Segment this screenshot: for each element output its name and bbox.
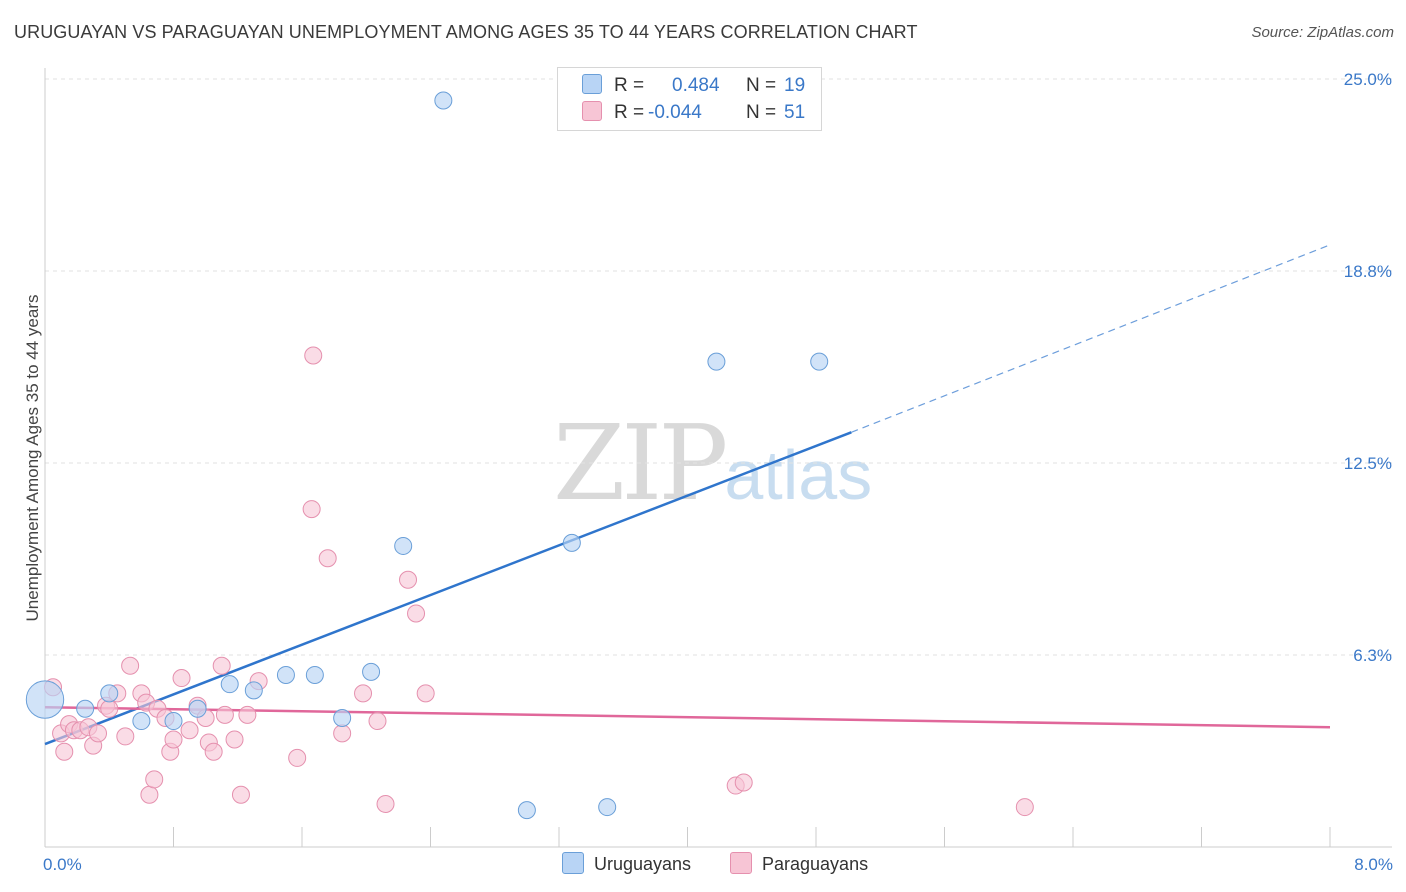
uruguayan-point	[188, 699, 207, 718]
legend-r-value: -0.044	[648, 102, 702, 123]
paraguayan-point	[318, 549, 337, 568]
uruguayan-point	[362, 662, 381, 681]
legend-n-value: 19	[784, 75, 806, 96]
legend-row-paraguayans: R = -0.044 N = 51	[582, 101, 805, 127]
uruguayan-point	[100, 684, 119, 703]
trend-lines	[44, 244, 1331, 746]
uruguayan-trend-extension	[851, 244, 1331, 433]
source-label: Source: ZipAtlas.com	[1251, 24, 1394, 41]
uruguayan-point	[244, 681, 263, 700]
uruguayan-point	[434, 91, 453, 110]
paraguayan-point	[231, 785, 250, 804]
paraguayan-point	[121, 656, 140, 675]
bottom-legend-label-paraguayans: Paraguayans	[762, 854, 869, 874]
paraguayan-point	[333, 724, 352, 743]
paraguayan-point	[212, 656, 231, 675]
legend-n-value: 51	[784, 102, 806, 123]
legend-row-uruguayans: R = 0.484 N = 19	[582, 74, 805, 100]
legend-r-value: 0.484	[672, 75, 720, 96]
paraguayan-point	[399, 570, 418, 589]
paraguayan-point	[376, 794, 395, 813]
legend-r-label: R =	[614, 75, 645, 96]
paraguayan-point	[407, 604, 426, 623]
uruguayan-point	[562, 533, 581, 552]
y-tick-label: 12.5%	[1344, 454, 1392, 473]
paraguayan-point	[354, 684, 373, 703]
bottom-legend-swatch-paraguayans	[730, 852, 752, 874]
paraguayan-point	[204, 742, 223, 761]
paraguayan-point	[140, 785, 159, 804]
paraguayan-point	[215, 705, 234, 724]
paraguayan-point	[734, 773, 753, 792]
legend-n-label: N =	[746, 102, 777, 123]
watermark-atlas: atlas	[724, 436, 873, 514]
uruguayan-point	[598, 798, 617, 817]
x-tick-label: 0.0%	[43, 855, 82, 874]
paraguayan-point	[55, 742, 74, 761]
y-axis-label: Unemployment Among Ages 35 to 44 years	[23, 295, 42, 622]
bottom-legend-uruguayans: Uruguayans	[562, 852, 691, 875]
paraguayan-trend-line	[44, 705, 1331, 729]
y-tick-label: 25.0%	[1344, 70, 1392, 89]
uruguayan-point	[276, 665, 295, 684]
axes	[44, 68, 1392, 848]
legend-swatch-uruguayans	[582, 74, 602, 94]
uruguayan-point	[517, 801, 536, 820]
x-tick-label: 8.0%	[1354, 855, 1393, 874]
paraguayan-point	[172, 669, 191, 688]
paraguayan-point	[416, 684, 435, 703]
uruguayan-point	[394, 536, 413, 555]
uruguayan-point	[132, 712, 151, 731]
uruguayan-trend-line	[44, 431, 852, 746]
paraguayan-point	[302, 500, 321, 519]
uruguayan-point	[333, 708, 352, 727]
uruguayan-point	[707, 352, 726, 371]
uruguayan-point	[810, 352, 829, 371]
paraguayan-point	[116, 727, 135, 746]
uruguayan-point	[305, 665, 324, 684]
chart-title: URUGUAYAN VS PARAGUAYAN UNEMPLOYMENT AMO…	[14, 22, 918, 42]
paraguayan-point	[1015, 798, 1034, 817]
data-points	[25, 91, 1034, 820]
paraguayan-point	[368, 712, 387, 731]
legend-r-label: R =	[614, 102, 645, 123]
legend-swatch-paraguayans	[582, 101, 602, 121]
bottom-legend-paraguayans: Paraguayans	[730, 852, 868, 875]
paraguayan-point	[100, 699, 119, 718]
y-tick-label: 6.3%	[1353, 646, 1392, 665]
y-tick-label: 18.8%	[1344, 262, 1392, 281]
bottom-legend-label-uruguayans: Uruguayans	[594, 854, 692, 874]
paraguayan-point	[288, 748, 307, 767]
paraguayan-point	[145, 770, 164, 789]
bottom-legend-swatch-uruguayans	[562, 852, 584, 874]
paraguayan-point	[164, 730, 183, 749]
paraguayan-point	[225, 730, 244, 749]
uruguayan-point	[76, 699, 95, 718]
paraguayan-point	[238, 705, 257, 724]
legend-n-label: N =	[746, 75, 777, 96]
paraguayan-point	[89, 724, 108, 743]
correlation-legend: R = 0.484 N = 19 R = -0.044 N = 51	[557, 67, 822, 131]
uruguayan-point	[220, 675, 239, 694]
uruguayan-point	[164, 712, 183, 731]
tick-labels: 6.3% 12.5% 18.8% 25.0% 0.0% 8.0%	[43, 70, 1393, 874]
paraguayan-point	[180, 721, 199, 740]
paraguayan-point	[304, 346, 323, 365]
uruguayan-point	[25, 680, 65, 719]
